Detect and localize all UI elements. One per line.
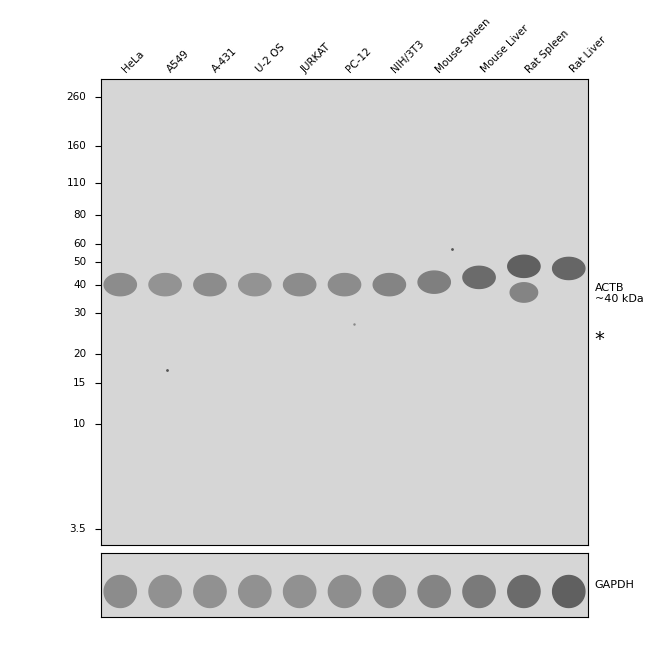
Text: Mouse Spleen: Mouse Spleen [434,16,493,75]
Text: 160: 160 [66,141,86,150]
Text: GAPDH: GAPDH [595,580,634,590]
Text: HeLa: HeLa [120,49,146,75]
Text: 30: 30 [73,308,86,319]
Polygon shape [373,576,406,607]
Text: 15: 15 [73,378,86,388]
Polygon shape [328,273,361,296]
Polygon shape [104,273,136,296]
Text: JURKAT: JURKAT [300,42,333,75]
Polygon shape [418,271,450,293]
Text: 20: 20 [73,349,86,359]
Polygon shape [508,255,540,277]
Text: 80: 80 [73,210,86,220]
Text: *: * [595,331,604,349]
Polygon shape [552,576,585,607]
Text: U-2 OS: U-2 OS [255,42,287,75]
Text: 3.5: 3.5 [70,524,86,534]
Text: A549: A549 [165,48,191,75]
Text: 110: 110 [66,178,86,188]
Text: NIH/3T3: NIH/3T3 [389,38,426,75]
Polygon shape [328,576,361,607]
Polygon shape [149,576,181,607]
Polygon shape [104,576,136,607]
Polygon shape [552,257,585,280]
Text: 10: 10 [73,418,86,429]
Polygon shape [239,273,271,296]
Text: 60: 60 [73,239,86,249]
Polygon shape [194,576,226,607]
Polygon shape [373,273,406,296]
Polygon shape [149,273,181,296]
Polygon shape [239,576,271,607]
Text: Rat Liver: Rat Liver [569,35,608,75]
Text: A-431: A-431 [210,46,239,75]
Text: 40: 40 [73,280,86,290]
Text: Mouse Liver: Mouse Liver [479,23,530,75]
Polygon shape [283,576,316,607]
Polygon shape [510,282,538,302]
Text: ACTB
~40 kDa: ACTB ~40 kDa [595,283,644,304]
Text: 260: 260 [66,92,86,102]
Polygon shape [463,576,495,607]
Polygon shape [463,266,495,288]
Polygon shape [418,576,450,607]
Polygon shape [283,273,316,296]
Text: Rat Spleen: Rat Spleen [524,28,571,75]
Polygon shape [508,576,540,607]
Text: PC-12: PC-12 [344,46,373,75]
Polygon shape [194,273,226,296]
Text: 50: 50 [73,257,86,267]
